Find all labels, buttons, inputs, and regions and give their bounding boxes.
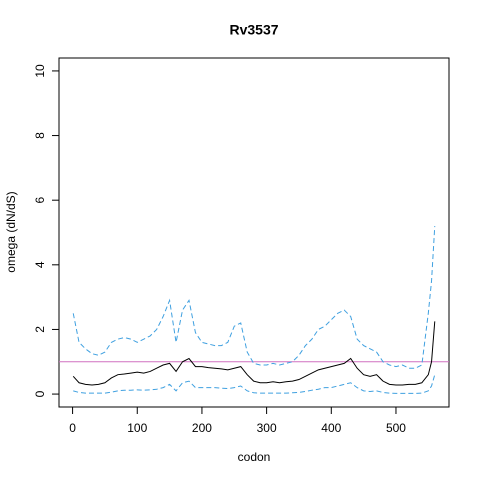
plot-box — [58, 57, 450, 408]
y-tick-label: 4 — [33, 261, 47, 268]
y-tick-label: 10 — [33, 64, 47, 78]
x-tick-label: 500 — [386, 421, 406, 435]
y-tick-label: 8 — [33, 132, 47, 139]
y-tick-label: 6 — [33, 197, 47, 204]
x-tick-label: 100 — [127, 421, 147, 435]
x-tick-label: 0 — [69, 421, 76, 435]
chart-title: Rv3537 — [229, 22, 278, 38]
series-line — [72, 321, 436, 386]
x-tick-label: 400 — [321, 421, 341, 435]
y-tick-label: 0 — [33, 390, 47, 397]
x-axis-label: codon — [238, 450, 271, 464]
series-line — [72, 226, 436, 369]
y-axis-label: omega (dN/dS) — [4, 191, 18, 272]
x-tick-label: 200 — [192, 421, 212, 435]
series-line — [73, 374, 436, 394]
y-tick-label: 2 — [33, 326, 47, 333]
x-tick-label: 300 — [257, 421, 277, 435]
